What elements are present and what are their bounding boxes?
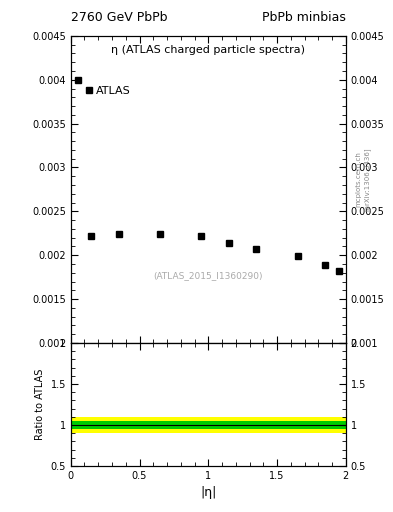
Line: ATLAS: ATLAS [75, 77, 342, 274]
Text: mcplots.cern.ch: mcplots.cern.ch [356, 151, 362, 207]
Text: 2760 GeV PbPb: 2760 GeV PbPb [71, 11, 167, 24]
ATLAS [199, 233, 204, 239]
ATLAS [116, 231, 121, 237]
ATLAS [226, 240, 231, 246]
Y-axis label: Ratio to ATLAS: Ratio to ATLAS [35, 369, 45, 440]
Legend: ATLAS: ATLAS [82, 81, 136, 100]
ATLAS [158, 231, 163, 237]
X-axis label: |η|: |η| [200, 486, 217, 499]
ATLAS [89, 233, 94, 239]
ATLAS [75, 77, 80, 83]
ATLAS [323, 262, 328, 268]
ATLAS [254, 246, 259, 252]
Text: PbPb minbias: PbPb minbias [262, 11, 346, 24]
ATLAS [336, 268, 341, 274]
Text: (ATLAS_2015_I1360290): (ATLAS_2015_I1360290) [154, 271, 263, 280]
Text: [arXiv:1306.3436]: [arXiv:1306.3436] [364, 147, 370, 211]
Text: η (ATLAS charged particle spectra): η (ATLAS charged particle spectra) [111, 45, 305, 55]
ATLAS [295, 253, 300, 259]
